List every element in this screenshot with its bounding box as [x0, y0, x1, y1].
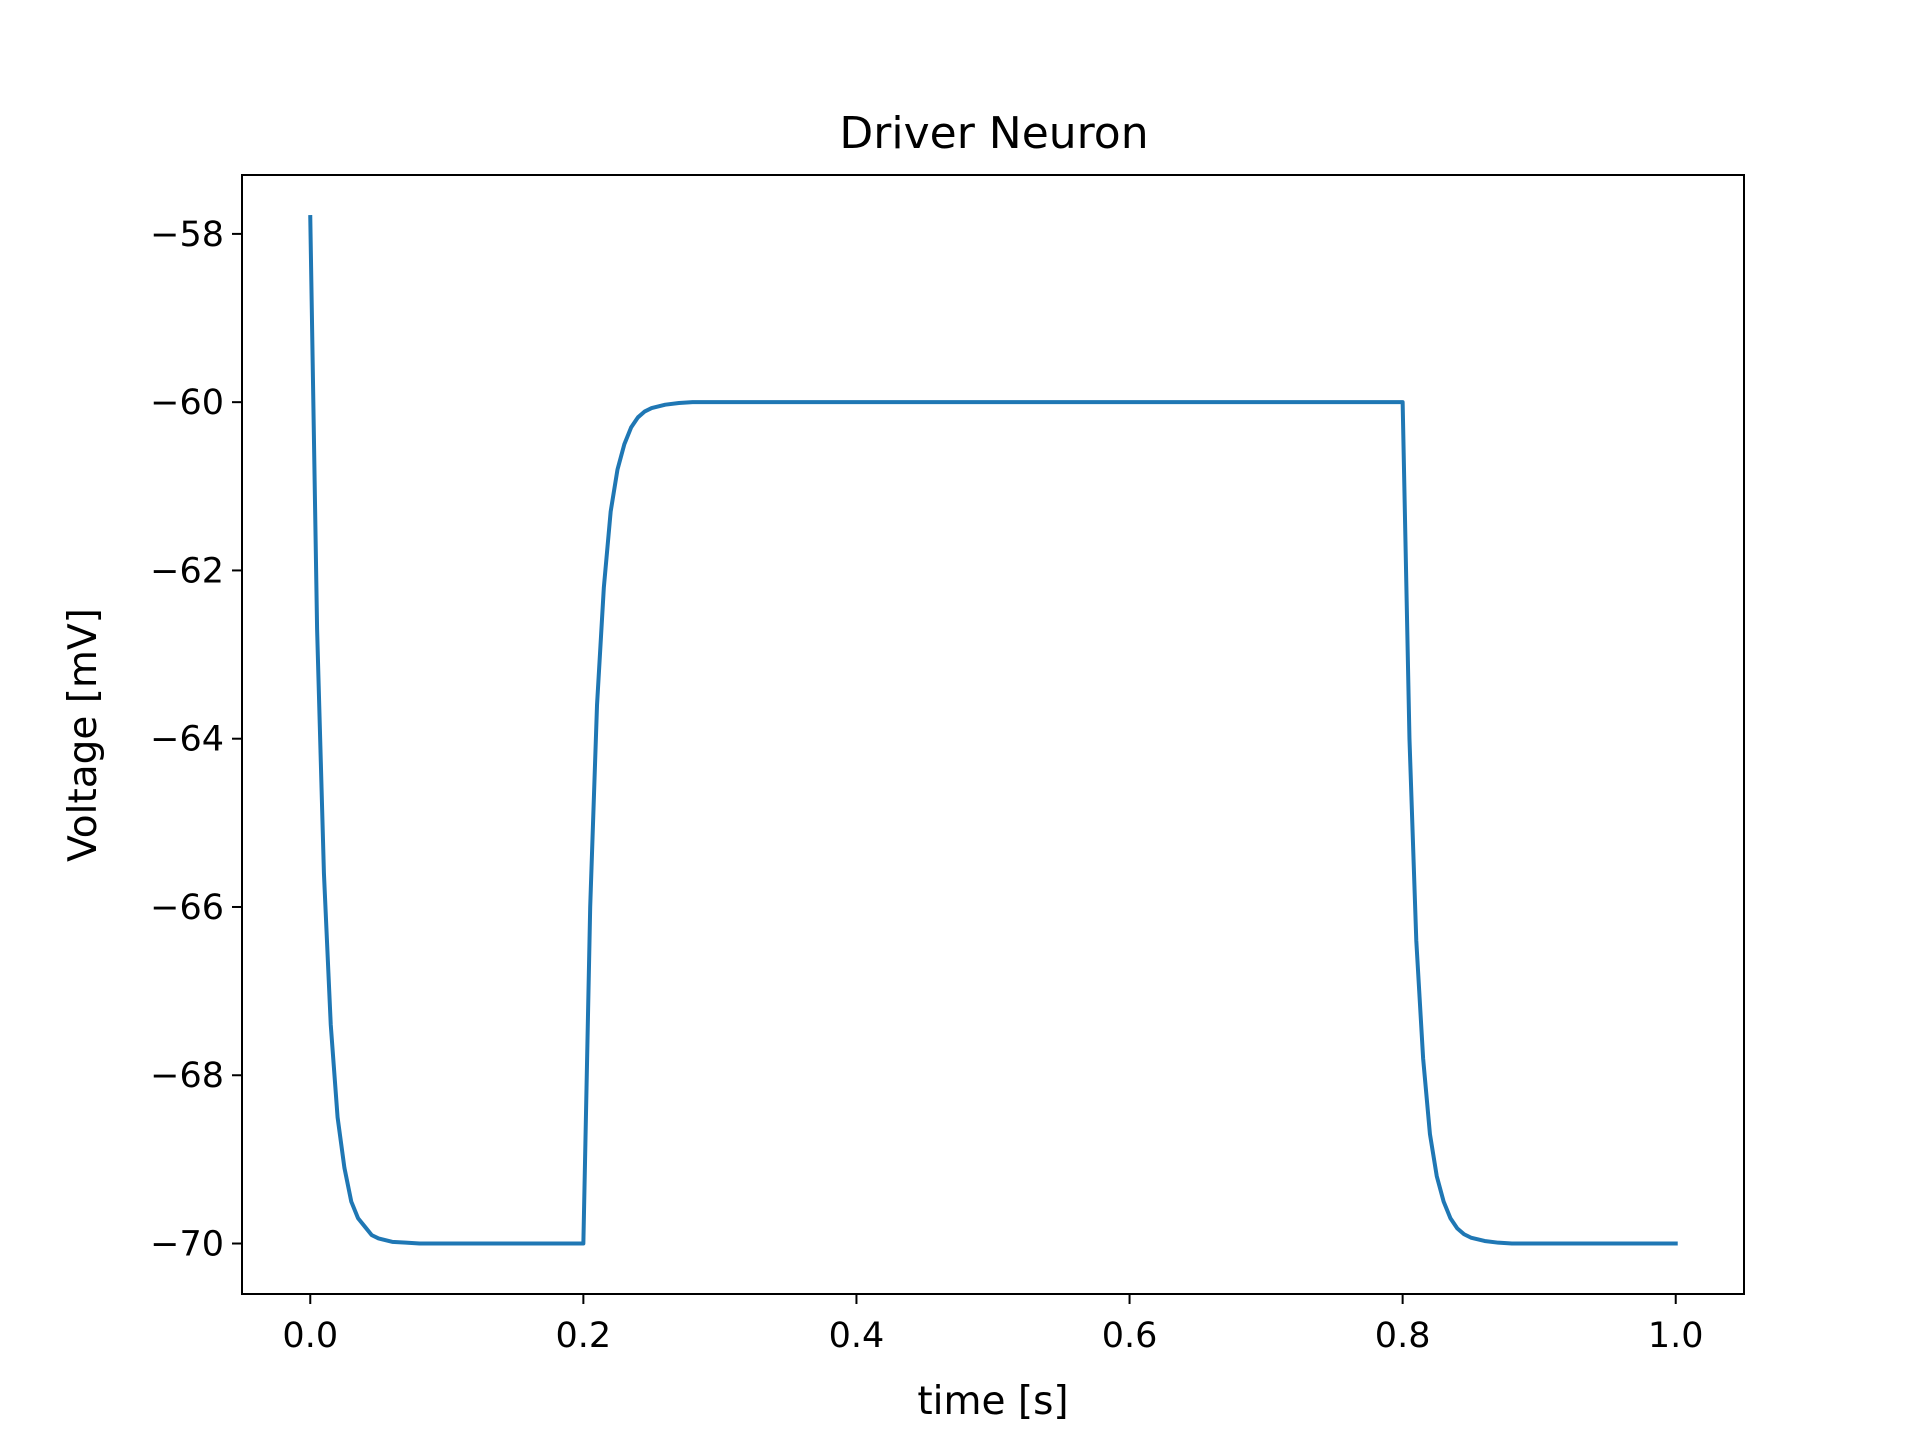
y-tick-label: −68 — [150, 1056, 224, 1096]
x-tick-label: 0.8 — [1375, 1316, 1431, 1356]
series-layer — [308, 215, 1678, 1246]
x-tick-label: 1.0 — [1648, 1316, 1704, 1356]
y-tick-label: −60 — [150, 383, 224, 423]
y-tick-label: −70 — [150, 1225, 224, 1265]
y-tick-label: −58 — [150, 215, 224, 255]
x-axis-ticks: 0.0 0.2 0.4 0.6 0.8 1.0 — [282, 1294, 1704, 1356]
x-tick-label: 0.6 — [1102, 1316, 1158, 1356]
chart-title: Driver Neuron — [839, 108, 1148, 159]
y-tick-label: −64 — [150, 720, 224, 760]
y-tick-label: −66 — [150, 888, 224, 928]
y-axis-ticks: −58 −60 −62 −64 −66 −68 −70 — [150, 215, 242, 1265]
x-axis-label: time [s] — [917, 1379, 1068, 1424]
plot-frame — [241, 174, 1745, 1295]
y-tick-label: −62 — [150, 551, 224, 591]
series-line-0 — [308, 215, 1678, 1246]
x-tick-label: 0.4 — [829, 1316, 885, 1356]
x-tick-label: 0.2 — [556, 1316, 612, 1356]
x-tick-label: 0.0 — [282, 1316, 338, 1356]
y-axis-label: Voltage [mV] — [61, 608, 106, 862]
